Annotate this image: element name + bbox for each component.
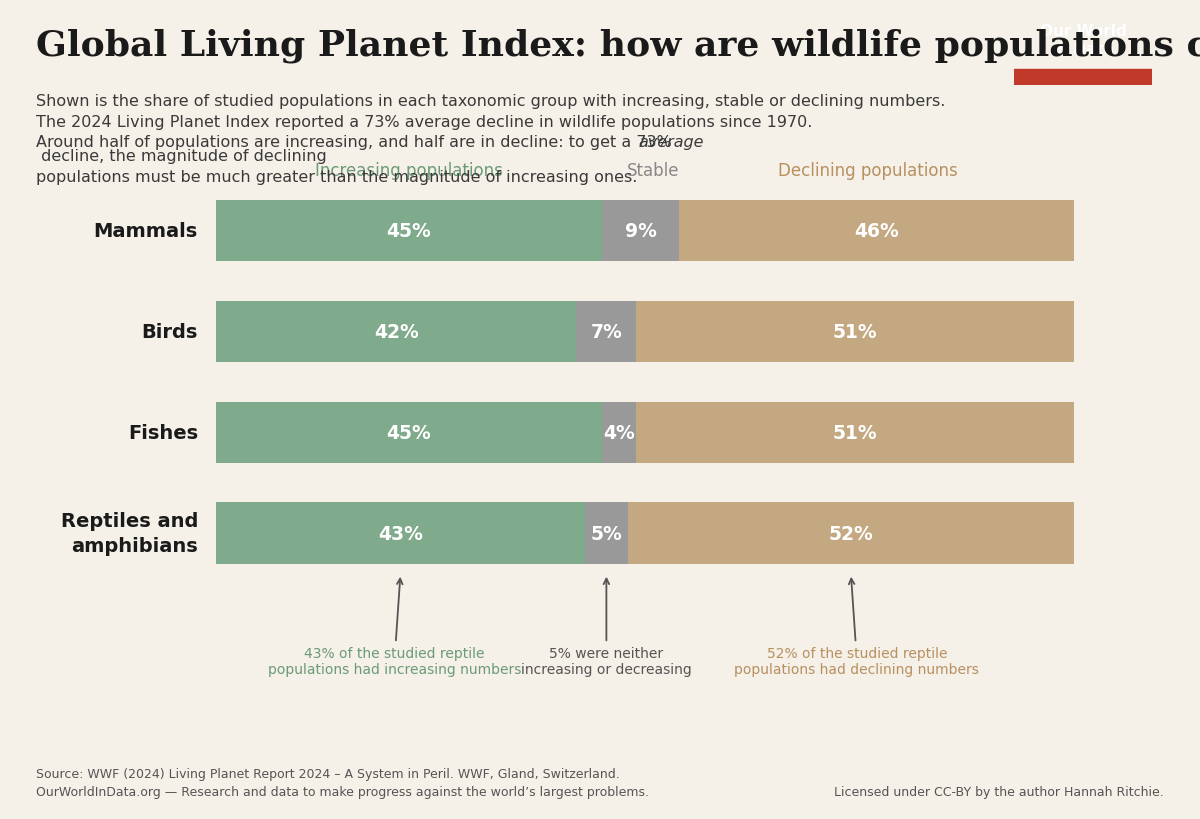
Text: Stable: Stable: [628, 162, 680, 180]
Text: Around half of populations are increasing, and half are in decline: to get a 73%: Around half of populations are increasin…: [36, 135, 677, 150]
Text: 5%: 5%: [590, 524, 623, 543]
Text: 46%: 46%: [854, 222, 899, 241]
Text: 7%: 7%: [590, 323, 623, 342]
Text: 5% were neither
increasing or decreasing: 5% were neither increasing or decreasing: [521, 579, 691, 676]
Text: average: average: [638, 135, 704, 150]
Text: Our World
in Data: Our World in Data: [1039, 24, 1127, 57]
Text: Global Living Planet Index: how are wildlife populations changing?: Global Living Planet Index: how are wild…: [36, 29, 1200, 63]
Text: 43% of the studied reptile
populations had increasing numbers: 43% of the studied reptile populations h…: [268, 579, 521, 676]
Text: 4%: 4%: [604, 423, 635, 442]
Text: Birds: Birds: [142, 323, 198, 342]
Text: Mammals: Mammals: [94, 222, 198, 241]
Text: Licensed under CC-BY by the author Hannah Ritchie.: Licensed under CC-BY by the author Hanna…: [834, 785, 1164, 799]
Text: Increasing populations: Increasing populations: [316, 162, 503, 180]
Text: Reptiles and
amphibians: Reptiles and amphibians: [61, 512, 198, 555]
Text: 43%: 43%: [378, 524, 422, 543]
Text: 42%: 42%: [374, 323, 419, 342]
Text: 45%: 45%: [386, 423, 432, 442]
Text: 51%: 51%: [833, 323, 877, 342]
Text: 45%: 45%: [386, 222, 432, 241]
Bar: [1014, 70, 1152, 86]
Text: 52% of the studied reptile
populations had declining numbers: 52% of the studied reptile populations h…: [734, 579, 979, 676]
Text: 51%: 51%: [833, 423, 877, 442]
Text: 9%: 9%: [625, 222, 656, 241]
Text: Source: WWF (2024) Living Planet Report 2024 – A System in Peril. WWF, Gland, Sw: Source: WWF (2024) Living Planet Report …: [36, 767, 649, 799]
Text: Declining populations: Declining populations: [779, 162, 958, 180]
Text: decline, the magnitude of declining
populations must be much greater than the ma: decline, the magnitude of declining popu…: [36, 149, 637, 185]
Text: Shown is the share of studied populations in each taxonomic group with increasin: Shown is the share of studied population…: [36, 94, 946, 130]
Text: 52%: 52%: [828, 524, 874, 543]
Text: Fishes: Fishes: [128, 423, 198, 442]
